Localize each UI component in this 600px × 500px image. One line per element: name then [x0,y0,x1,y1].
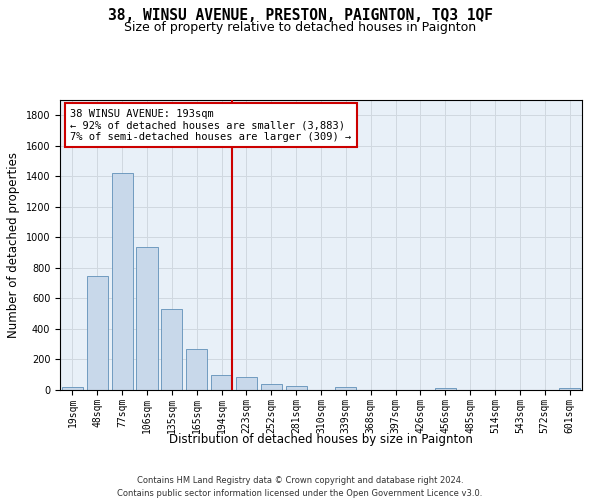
Bar [112,174,133,390]
Text: 38 WINSU AVENUE: 193sqm
← 92% of detached houses are smaller (3,883)
7% of semi-: 38 WINSU AVENUE: 193sqm ← 92% of detache… [70,108,352,142]
Bar [186,349,207,390]
Text: Contains HM Land Registry data © Crown copyright and database right 2024.
Contai: Contains HM Land Registry data © Crown c… [118,476,482,498]
Bar [559,388,580,390]
Bar [87,276,108,390]
Text: Distribution of detached houses by size in Paignton: Distribution of detached houses by size … [169,432,473,446]
Bar [435,388,456,390]
Bar [236,376,257,390]
Text: 38, WINSU AVENUE, PRESTON, PAIGNTON, TQ3 1QF: 38, WINSU AVENUE, PRESTON, PAIGNTON, TQ3… [107,8,493,22]
Bar [286,386,307,390]
Text: Size of property relative to detached houses in Paignton: Size of property relative to detached ho… [124,21,476,34]
Bar [161,309,182,390]
Bar [62,386,83,390]
Bar [211,374,232,390]
Bar [136,248,158,390]
Y-axis label: Number of detached properties: Number of detached properties [7,152,20,338]
Bar [261,384,282,390]
Bar [335,388,356,390]
